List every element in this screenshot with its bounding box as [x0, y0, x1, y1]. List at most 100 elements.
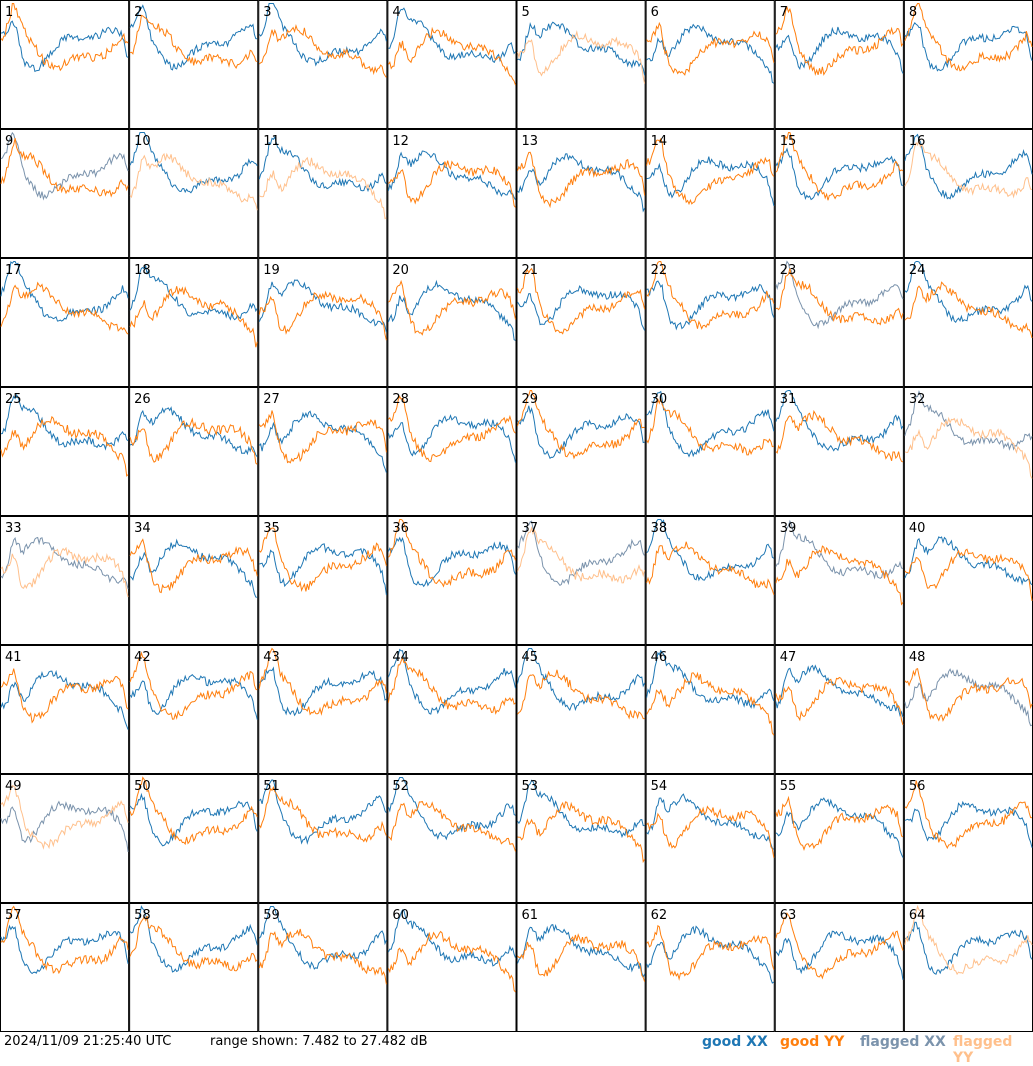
- panel-label: 35: [263, 521, 280, 536]
- panel-label: 34: [134, 521, 151, 536]
- panel-46: 46: [645, 645, 775, 774]
- series-xx-49: [0, 800, 129, 852]
- series-yy-63: [775, 912, 904, 980]
- panel-label: 46: [651, 650, 668, 665]
- series-yy-64: [904, 904, 1033, 976]
- series-yy-5: [517, 30, 646, 84]
- panel-24: 24: [903, 258, 1033, 387]
- series-yy-45: [517, 669, 645, 720]
- timestamp: 2024/11/09 21:25:40 UTC: [4, 1034, 172, 1049]
- series-yy-39: [775, 545, 904, 606]
- panel-18: 18: [129, 258, 259, 387]
- series-xx-52: [387, 777, 516, 841]
- series-yy-58: [129, 915, 258, 972]
- series-yy-42: [129, 651, 258, 720]
- series-xx-11: [258, 135, 387, 193]
- panel-label: 1: [5, 5, 13, 20]
- panel-frame: [774, 774, 904, 903]
- panel-60: 60: [387, 903, 517, 1032]
- panel-26: 26: [129, 387, 259, 516]
- panel-label: 29: [522, 392, 539, 407]
- series-yy-24: [904, 281, 1033, 339]
- series-yy-61: [517, 933, 646, 982]
- panel-frame: [129, 129, 259, 258]
- panel-10: 10: [129, 129, 259, 258]
- series-xx-25: [0, 393, 129, 451]
- panel-frame: [387, 516, 517, 645]
- panel-frame: [0, 903, 130, 1032]
- panel-frame: [645, 516, 775, 645]
- panel-frame: [0, 774, 130, 903]
- series-xx-39: [775, 519, 904, 580]
- series-xx-57: [0, 924, 129, 975]
- panel-label: 57: [5, 908, 22, 923]
- series-yy-34: [129, 538, 258, 594]
- panel-54: 54: [645, 774, 775, 903]
- panel-label: 51: [263, 779, 280, 794]
- panel-label: 42: [134, 650, 151, 665]
- panel-frame: [0, 129, 130, 258]
- series-xx-50: [129, 792, 258, 847]
- panel-frame: [129, 516, 259, 645]
- series-xx-32: [904, 389, 1033, 451]
- panel-29: 29: [516, 387, 646, 516]
- panel-label: 15: [780, 134, 797, 149]
- series-xx-22: [646, 280, 775, 331]
- panel-label: 30: [651, 392, 668, 407]
- series-xx-55: [775, 797, 904, 858]
- series-yy-3: [258, 24, 387, 78]
- series-yy-4: [387, 26, 516, 86]
- panel-label: 48: [909, 650, 926, 665]
- footer: 2024/11/09 21:25:40 UTC range shown: 7.4…: [0, 1032, 1033, 1066]
- panel-13: 13: [516, 129, 646, 258]
- series-yy-31: [775, 409, 904, 463]
- panel-label: 17: [5, 263, 22, 278]
- panel-label: 59: [263, 908, 280, 923]
- series-xx-47: [775, 664, 904, 718]
- panel-32: 32: [903, 387, 1033, 516]
- series-xx-40: [904, 536, 1033, 586]
- panel-frame: [516, 258, 646, 387]
- series-yy-46: [646, 671, 775, 736]
- panel-33: 33: [0, 516, 130, 645]
- series-yy-56: [904, 780, 1033, 850]
- series-xx-28: [387, 414, 516, 463]
- panel-label: 45: [522, 650, 539, 665]
- panel-label: 32: [909, 392, 926, 407]
- legend-flagged-xx: flagged XX: [860, 1034, 946, 1050]
- panel-frame: [0, 645, 130, 774]
- series-xx-30: [646, 390, 775, 458]
- panel-label: 40: [909, 521, 926, 536]
- series-yy-9: [0, 137, 129, 198]
- panel-4: 4: [387, 0, 517, 129]
- series-yy-43: [258, 647, 387, 716]
- series-xx-29: [517, 405, 645, 459]
- panel-label: 12: [392, 134, 409, 149]
- panel-17: 17: [0, 258, 130, 387]
- series-yy-49: [0, 785, 129, 850]
- panel-frame: [258, 258, 388, 387]
- series-xx-37: [517, 520, 646, 586]
- panel-52: 52: [387, 774, 517, 903]
- panel-57: 57: [0, 903, 130, 1032]
- series-yy-13: [517, 151, 646, 209]
- series-yy-17: [0, 281, 129, 335]
- series-yy-54: [646, 805, 775, 858]
- series-yy-14: [646, 137, 775, 206]
- series-xx-16: [904, 133, 1033, 200]
- panel-frame: [774, 258, 904, 387]
- series-yy-44: [387, 656, 516, 715]
- series-yy-41: [0, 668, 129, 724]
- series-xx-8: [904, 21, 1033, 72]
- series-xx-18: [129, 264, 258, 321]
- panel-label: 10: [134, 134, 151, 149]
- series-xx-35: [259, 543, 387, 596]
- series-yy-15: [775, 132, 904, 201]
- panel-frame: [645, 0, 775, 129]
- panel-label: 20: [392, 263, 409, 278]
- series-xx-38: [646, 519, 775, 582]
- range-text: range shown: 7.482 to 27.482 dB: [210, 1034, 428, 1049]
- panel-frame: [516, 0, 646, 129]
- panel-11: 11: [258, 129, 388, 258]
- panel-44: 44: [387, 645, 517, 774]
